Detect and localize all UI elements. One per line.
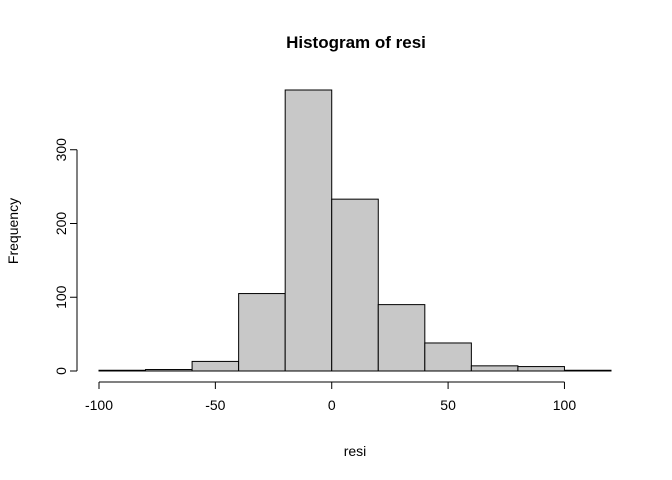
histogram-bar-6 bbox=[377, 304, 426, 372]
x-tick-label-2: 0 bbox=[328, 397, 336, 413]
histogram-bar-10 bbox=[563, 369, 612, 372]
histogram-bar-8 bbox=[470, 365, 519, 372]
y-axis: 0 100 200 300 bbox=[53, 138, 78, 375]
y-tick-label-2: 200 bbox=[53, 212, 69, 236]
y-tick-label-3: 300 bbox=[53, 138, 69, 162]
histogram-bar-0 bbox=[98, 369, 147, 372]
x-tick-label-4: 100 bbox=[553, 397, 577, 413]
histogram-bar-1 bbox=[145, 369, 193, 372]
bars-group bbox=[98, 89, 612, 372]
histogram-bar-5 bbox=[331, 198, 379, 372]
histogram-bar-3 bbox=[238, 293, 286, 372]
histogram-bar-7 bbox=[424, 342, 472, 372]
y-tick-label-1: 100 bbox=[53, 285, 69, 309]
histogram-bar-9 bbox=[517, 366, 565, 372]
x-axis-label: resi bbox=[344, 443, 367, 459]
y-axis-label: Frequency bbox=[5, 198, 21, 264]
x-tick-label-0: -100 bbox=[85, 397, 113, 413]
histogram-bar-2 bbox=[191, 360, 240, 372]
x-axis: -100 -50 0 50 100 bbox=[85, 381, 577, 413]
y-tick-label-0: 0 bbox=[53, 367, 69, 375]
x-tick-label-1: -50 bbox=[205, 397, 225, 413]
x-tick-label-3: 50 bbox=[440, 397, 456, 413]
chart-title: Histogram of resi bbox=[286, 33, 426, 52]
histogram-bar-4 bbox=[284, 89, 333, 372]
